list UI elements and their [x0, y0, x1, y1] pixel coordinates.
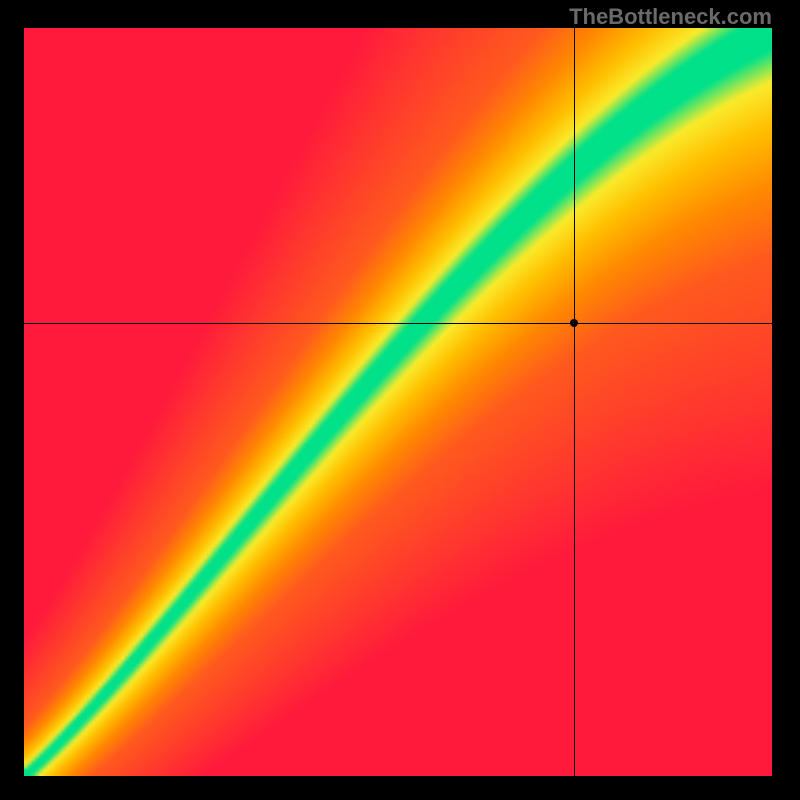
bottleneck-heatmap	[24, 28, 772, 776]
crosshair-vertical	[574, 28, 575, 776]
watermark-text: TheBottleneck.com	[569, 4, 772, 30]
crosshair-horizontal	[24, 323, 772, 324]
